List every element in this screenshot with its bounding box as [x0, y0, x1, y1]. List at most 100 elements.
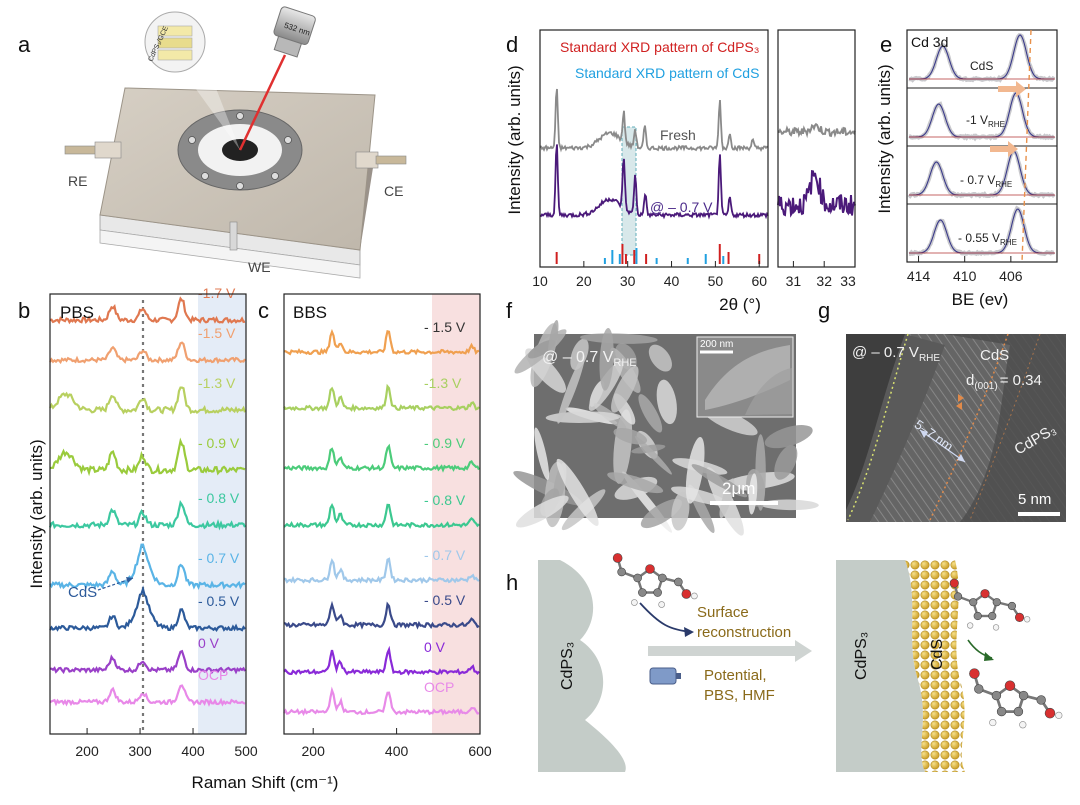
bbs-potential-label-0: - 1.5 V [424, 319, 466, 335]
xrd-xtick-5: 60 [751, 273, 767, 289]
sem-flake [774, 445, 798, 480]
xps-label-1: -1 VRHE [966, 113, 1005, 129]
cdps3-substrate-left [538, 560, 626, 772]
xps-title: Cd 3d [911, 34, 948, 50]
fresh-label: Fresh [660, 127, 696, 143]
panel-letter-f: f [506, 298, 513, 323]
xps-xlabel: BE (ev) [952, 290, 1009, 309]
pbs-spectrum-3 [49, 437, 246, 477]
pbs-xtick-0: 200 [75, 743, 99, 759]
hmf-molecule-1 [612, 553, 698, 608]
sem-flake [638, 394, 663, 433]
bbs-xtick-1: 400 [385, 743, 409, 759]
sem-flake [599, 327, 614, 391]
bbs-title: BBS [293, 303, 327, 322]
sem-flake [648, 344, 672, 372]
xrd-xtick-2: 30 [620, 273, 636, 289]
potential-text: Potential, [704, 667, 767, 684]
pbs-potential-label-1: -1.5 V [198, 325, 236, 341]
right-cdps3-label: CdPS₃ [853, 632, 870, 680]
pbs-spectrum-4 [48, 499, 246, 531]
pbs-title: PBS [60, 303, 94, 322]
reconstruction-label: reconstruction [697, 624, 791, 641]
xrd-xtick-0: 10 [532, 273, 548, 289]
shift-guide [1021, 29, 1032, 263]
zoom-fresh-curve [777, 122, 856, 139]
sem-scale-label: 2μm [722, 479, 755, 498]
panel-letter-b: b [18, 298, 30, 323]
process-arrow [648, 640, 812, 662]
xps-label-3: - 0.55 VRHE [958, 231, 1017, 247]
panel-letter-h: h [506, 570, 518, 595]
bbs-potential-label-6: 0 V [424, 639, 446, 655]
pbs-spectrum-7 [50, 649, 246, 675]
bbs-spectrum-4 [283, 557, 480, 585]
xrd-fresh-curve [539, 88, 769, 153]
sem-flake [640, 498, 682, 529]
sem-flake [556, 458, 599, 526]
bbs-spectrum-7 [283, 686, 480, 717]
shift-arrow-2 [990, 141, 1018, 157]
hmf-molecule-2 [949, 578, 1031, 631]
pbs-xtick-2: 400 [181, 743, 205, 759]
sem-flake [548, 320, 559, 358]
xrd-xtick-4: 50 [708, 273, 724, 289]
legend-cdps3: Standard XRD pattern of CdPS₃ [560, 39, 759, 55]
laser-beam [238, 54, 287, 151]
panel-letter-g: g [818, 298, 830, 323]
laser-objective: 532 nm [273, 6, 316, 58]
pbs-xtick-3: 500 [234, 743, 258, 759]
bbs-spectrum-6 [283, 645, 480, 676]
xps-label-2: - 0.7 VRHE [960, 173, 1012, 189]
pbs-potential-label-2: -1.3 V [198, 375, 236, 391]
sem-flake [607, 472, 664, 494]
xps-xtick-0: 414 [907, 268, 931, 284]
bbs-potential-label-2: - 0.9 V [424, 435, 466, 451]
sem-potential-label: @ – 0.7 VRHE [542, 349, 637, 369]
raman-xlabel: Raman Shift (cm⁻¹) [192, 773, 339, 792]
sem-flake [527, 339, 556, 359]
sem-flake [613, 409, 633, 484]
xrd-potential-curve [539, 144, 769, 220]
xps-xtick-2: 406 [999, 268, 1023, 284]
panel-h-schematic: CdPS₃ Surface reconstruction Potential, … [538, 553, 1068, 772]
sem-flake [671, 486, 728, 506]
bbs-potential-label-5: - 0.5 V [424, 592, 466, 608]
xrd-xlabel: 2θ (°) [719, 295, 761, 314]
zoom-potential-curve [777, 169, 856, 218]
xps-xtick-1: 410 [953, 268, 977, 284]
cds-nanoparticle-layer [905, 560, 965, 772]
xrd-xtick-3: 40 [664, 273, 680, 289]
panel-f-sem: 200 nm @ – 0.7 VRHE 2μm [513, 320, 819, 536]
we-label: WE [248, 259, 271, 275]
panel-b-raman-pbs: -1.7 V -1.5 V -1.3 V - 0.9 V - 0.8 V - 0.7 V -… [27, 285, 258, 759]
cds-annotation: CdS [68, 584, 97, 601]
legend-cds: Standard XRD pattern of CdS [575, 65, 759, 81]
ce-label: CE [384, 183, 403, 199]
pbs-xtick-1: 300 [128, 743, 152, 759]
sem-flake [691, 464, 748, 498]
pbs-spectrum-8 [49, 684, 246, 707]
sem-flake [611, 365, 639, 413]
shift-arrow-1 [998, 81, 1026, 97]
pbs-ylabel: Intensity (arb. units) [27, 439, 46, 588]
d-spacing-label: d(001) = 0.34 [966, 372, 1042, 392]
panel-letter-e: e [880, 32, 892, 57]
bbs-xtick-0: 200 [302, 743, 326, 759]
pbs-potential-label-0: -1.7 V [198, 285, 236, 301]
pbs-spectrum-1 [49, 341, 246, 365]
tem-potential-label: @ – 0.7 VRHE [852, 344, 940, 364]
right-cds-label: CdS [929, 639, 946, 670]
pbs-potential-label-7: 0 V [198, 635, 220, 651]
bbs-potential-label-4: - 0.7 V [424, 547, 466, 563]
tem-cds-label: CdS [980, 347, 1009, 364]
xps-label-cds: CdS [970, 59, 993, 73]
power-source-icon [649, 667, 677, 685]
bbs-spectrum-0 [283, 328, 480, 356]
cds-inner-boundary [929, 333, 1009, 521]
pbs-potential-label-4: - 0.8 V [198, 490, 240, 506]
panel-a-cell: 532 nm CdPS₃/GCE RE CE WE [64, 6, 407, 279]
panel-letter-a: a [18, 32, 31, 57]
